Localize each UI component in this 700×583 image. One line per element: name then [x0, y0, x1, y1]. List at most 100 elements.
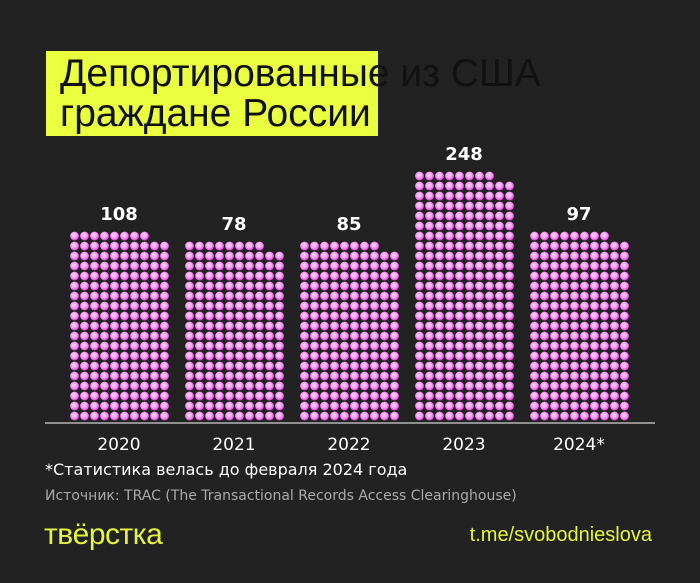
- dot: [380, 261, 389, 271]
- dot: [485, 401, 494, 411]
- dot: [620, 331, 629, 341]
- dot: [70, 331, 79, 341]
- dot: [505, 271, 514, 281]
- dot: [185, 321, 194, 331]
- dot: [350, 301, 359, 311]
- dot: [350, 271, 359, 281]
- dot: [330, 331, 339, 341]
- dot: [485, 311, 494, 321]
- dot: [580, 321, 589, 331]
- x-tick-label: 2022: [327, 435, 370, 455]
- dot: [130, 411, 139, 421]
- dot: [445, 311, 454, 321]
- dot: [540, 321, 549, 331]
- dot: [590, 271, 599, 281]
- dot: [465, 321, 474, 331]
- dot: [320, 241, 329, 251]
- dot: [540, 281, 549, 291]
- dot: [80, 321, 89, 331]
- dot: [530, 271, 539, 281]
- dot: [370, 251, 379, 261]
- dot: [580, 261, 589, 271]
- dot: [150, 291, 159, 301]
- dot: [570, 411, 579, 421]
- dot: [495, 291, 504, 301]
- dot: [610, 281, 619, 291]
- dot: [610, 321, 619, 331]
- dot: [245, 371, 254, 381]
- dot: [580, 231, 589, 241]
- dot: [255, 251, 264, 261]
- dot: [320, 261, 329, 271]
- dot: [560, 261, 569, 271]
- dot: [600, 231, 609, 241]
- dot: [370, 271, 379, 281]
- dot: [620, 351, 629, 361]
- dot: [435, 271, 444, 281]
- dot: [600, 411, 609, 421]
- dot: [300, 251, 309, 261]
- dot: [80, 271, 89, 281]
- dot: [265, 271, 274, 281]
- dot: [225, 301, 234, 311]
- dot: [610, 361, 619, 371]
- dot: [495, 301, 504, 311]
- dot: [320, 251, 329, 261]
- dot: [380, 321, 389, 331]
- dot: [300, 311, 309, 321]
- dot: [310, 271, 319, 281]
- dot: [225, 311, 234, 321]
- dot: [205, 331, 214, 341]
- dot: [505, 211, 514, 221]
- dot: [70, 361, 79, 371]
- dot: [160, 291, 169, 301]
- dot: [505, 241, 514, 251]
- dot: [265, 321, 274, 331]
- dot: [90, 311, 99, 321]
- dot: [445, 261, 454, 271]
- telegram-link[interactable]: t.me/svobodnieslova: [469, 524, 652, 546]
- dot: [610, 381, 619, 391]
- dot: [435, 241, 444, 251]
- dot: [390, 321, 399, 331]
- dot: [90, 411, 99, 421]
- dot: [130, 231, 139, 241]
- dot: [610, 391, 619, 401]
- dot: [370, 241, 379, 251]
- dot: [560, 361, 569, 371]
- dot: [275, 321, 284, 331]
- dot: [150, 281, 159, 291]
- dot: [390, 361, 399, 371]
- dot: [485, 211, 494, 221]
- dot: [130, 321, 139, 331]
- dot: [540, 361, 549, 371]
- dot: [100, 231, 109, 241]
- dot: [380, 401, 389, 411]
- dot: [320, 311, 329, 321]
- dot: [340, 331, 349, 341]
- dot: [505, 251, 514, 261]
- dot: [205, 341, 214, 351]
- dot: [505, 191, 514, 201]
- dot: [255, 411, 264, 421]
- dot: [140, 411, 149, 421]
- dot: [530, 291, 539, 301]
- dot: [150, 381, 159, 391]
- dot: [235, 241, 244, 251]
- dot: [70, 291, 79, 301]
- dot: [205, 361, 214, 371]
- dot: [300, 341, 309, 351]
- dot: [340, 381, 349, 391]
- dot: [620, 371, 629, 381]
- dot: [225, 371, 234, 381]
- dot: [255, 331, 264, 341]
- dot: [215, 251, 224, 261]
- dot: [265, 361, 274, 371]
- dot: [550, 271, 559, 281]
- dot: [505, 411, 514, 421]
- dot: [415, 351, 424, 361]
- dot: [610, 411, 619, 421]
- dot: [445, 231, 454, 241]
- dot: [320, 271, 329, 281]
- dot: [340, 391, 349, 401]
